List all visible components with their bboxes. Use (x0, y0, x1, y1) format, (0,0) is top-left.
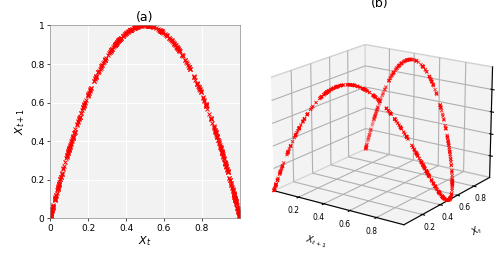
Y-axis label: $X_{t+1}$: $X_{t+1}$ (14, 108, 28, 135)
Title: (a): (a) (136, 11, 154, 24)
Y-axis label: $X_t$: $X_t$ (469, 222, 484, 239)
Title: (b): (b) (371, 0, 389, 10)
X-axis label: $X_t$: $X_t$ (138, 234, 151, 248)
X-axis label: $X_{t+1}$: $X_{t+1}$ (304, 232, 329, 250)
